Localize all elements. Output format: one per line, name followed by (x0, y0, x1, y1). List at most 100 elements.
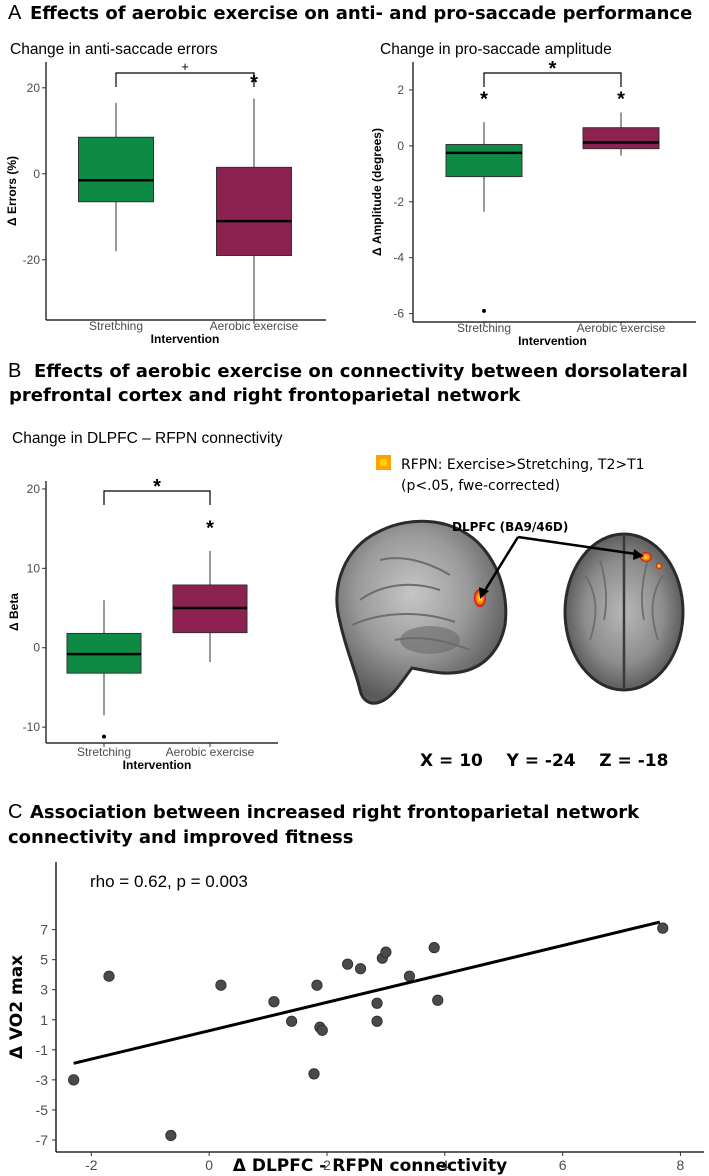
bracket-significance-label: * (549, 58, 557, 80)
y-tick-label: -10 (23, 720, 41, 734)
x-axis-title: Intervention (151, 332, 220, 346)
anti-chart-title: Change in anti-saccade errors (10, 41, 218, 58)
significance-bracket (483, 72, 622, 87)
panel-c-letter: C (8, 801, 22, 823)
y-tick-label: 2 (397, 83, 404, 97)
data-point (68, 1074, 80, 1086)
x-tick-label: Stretching (89, 319, 143, 333)
annotation-arrows (479, 535, 644, 599)
y-tick-label: 10 (27, 561, 41, 575)
x-tick-label: 8 (677, 1157, 685, 1173)
y-tick-label: 0 (397, 139, 404, 153)
data-point (380, 946, 392, 958)
x-tick-label: Aerobic exercise (210, 319, 299, 333)
y-tick-label: -20 (23, 253, 41, 267)
y-axis-title: Δ VO2 max (7, 955, 27, 1059)
data-point (657, 922, 669, 934)
y-axis-title: Δ Errors (%) (5, 156, 19, 226)
anti-saccade-boxplot: -20 0 20 Δ Errors (%) Stretching Aerobic exer… (5, 59, 326, 346)
x-tick-label: 2 (323, 1157, 331, 1173)
y-tick-label: 20 (27, 81, 41, 95)
significance-star: * (206, 518, 214, 540)
x-tick-label: 6 (559, 1157, 567, 1173)
x-axis-title: Δ DLPFC - RFPN connectivity (233, 1156, 507, 1176)
axial-activation-blob (640, 552, 652, 562)
x-tick-label: 0 (205, 1157, 213, 1173)
y-tick-label: -2 (393, 195, 404, 209)
data-point (215, 979, 227, 991)
bracket-significance-label: + (181, 59, 189, 74)
x-tick-label: Aerobic exercise (166, 745, 255, 759)
data-point (103, 970, 115, 982)
data-point (371, 997, 383, 1009)
data-point (311, 979, 323, 991)
panel-a-letter: A (8, 2, 22, 24)
x-tick-label: 4 (441, 1157, 449, 1173)
outlier-point (482, 308, 486, 313)
y-tick-label: 3 (40, 982, 48, 998)
mni-coordinates: X = 10 Y = -24 Z = -18 (420, 751, 668, 771)
legend-line2: (p<.05, fwe-corrected) (401, 478, 560, 494)
data-point (432, 994, 444, 1006)
y-tick-label: -3 (36, 1072, 49, 1088)
data-point (428, 942, 440, 954)
iqr-box-aerobic (582, 127, 660, 150)
data-point (268, 996, 280, 1008)
panel-a-title: Effects of aerobic exercise on anti- and… (30, 3, 692, 24)
rfpn-legend-swatch-core (380, 459, 387, 466)
panel-c-title-line1: Association between increased right fron… (30, 802, 640, 823)
x-tick-label: Stretching (457, 321, 511, 335)
bracket-significance-label: * (153, 476, 161, 498)
panel-b-letter: B (8, 360, 21, 382)
data-point (341, 958, 354, 970)
y-tick-label: -5 (36, 1102, 49, 1118)
x-axis-title: Intervention (518, 334, 587, 348)
y-tick-label: -6 (393, 307, 404, 321)
data-point (308, 1068, 320, 1080)
regression-line (73, 920, 661, 1065)
y-tick-label: 0 (33, 641, 40, 655)
legend-line1: RFPN: Exercise>Stretching, T2>T1 (401, 457, 645, 473)
data-point (286, 1015, 298, 1027)
iqr-box-stretching (78, 136, 154, 203)
dlpfc-connectivity-boxplot: -10 0 10 20 Δ Beta Stretching Aerobic exercise… (7, 476, 278, 772)
y-tick-label: 0 (33, 167, 40, 181)
x-tick-label: Aerobic exercise (577, 321, 666, 335)
data-point (403, 970, 416, 982)
y-tick-label: -7 (36, 1132, 49, 1148)
dlpfc-annotation-label: DLPFC (BA9/46D) (452, 520, 568, 534)
correlation-stat: rho = 0.62, p = 0.003 (90, 872, 248, 891)
y-axis-title: Δ Amplitude (degrees) (370, 128, 384, 256)
fitness-scatterplot: -7 -5 -3 -1 1 3 5 7 -2 0 2 4 6 8 Δ VO2 max Δ DLPFC - RF… (7, 862, 704, 1176)
iqr-box-stretching (445, 143, 523, 178)
y-tick-label: 20 (27, 482, 41, 496)
sagittal-brain-image (335, 519, 508, 705)
data-point (354, 963, 367, 975)
significance-bracket (115, 72, 255, 87)
data-point (316, 1024, 328, 1036)
panel-b-title-line2: prefrontal cortex and right frontopariet… (9, 385, 521, 406)
pro-saccade-boxplot: -6 -4 -2 0 2 Δ Amplitude (degrees) Stretching A… (370, 58, 696, 348)
dlpfc-chart-title: Change in DLPFC – RFPN connectivity (12, 430, 283, 447)
y-tick-label: -4 (393, 251, 404, 265)
significance-star: * (617, 89, 625, 111)
y-tick-label: 5 (40, 952, 48, 968)
x-axis-title: Intervention (123, 758, 192, 772)
significance-star: * (480, 89, 488, 111)
y-tick-label: 7 (40, 922, 48, 938)
iqr-box-aerobic (216, 166, 292, 257)
y-axis-title: Δ Beta (7, 593, 21, 631)
panel-c-title-line2: connectivity and improved fitness (8, 827, 353, 848)
data-point (165, 1129, 177, 1142)
x-tick-label: -2 (85, 1157, 98, 1173)
x-tick-label: Stretching (77, 745, 131, 759)
y-tick-label: -1 (36, 1042, 49, 1058)
y-tick-label: 1 (40, 1012, 48, 1028)
outlier-point (102, 734, 106, 739)
axial-brain-image (563, 532, 685, 692)
significance-star: * (250, 72, 258, 94)
pro-chart-title: Change in pro-saccade amplitude (380, 41, 612, 58)
significance-bracket (103, 490, 211, 505)
data-point (371, 1015, 383, 1027)
panel-b-title-line1: Effects of aerobic exercise on connectiv… (34, 361, 688, 382)
